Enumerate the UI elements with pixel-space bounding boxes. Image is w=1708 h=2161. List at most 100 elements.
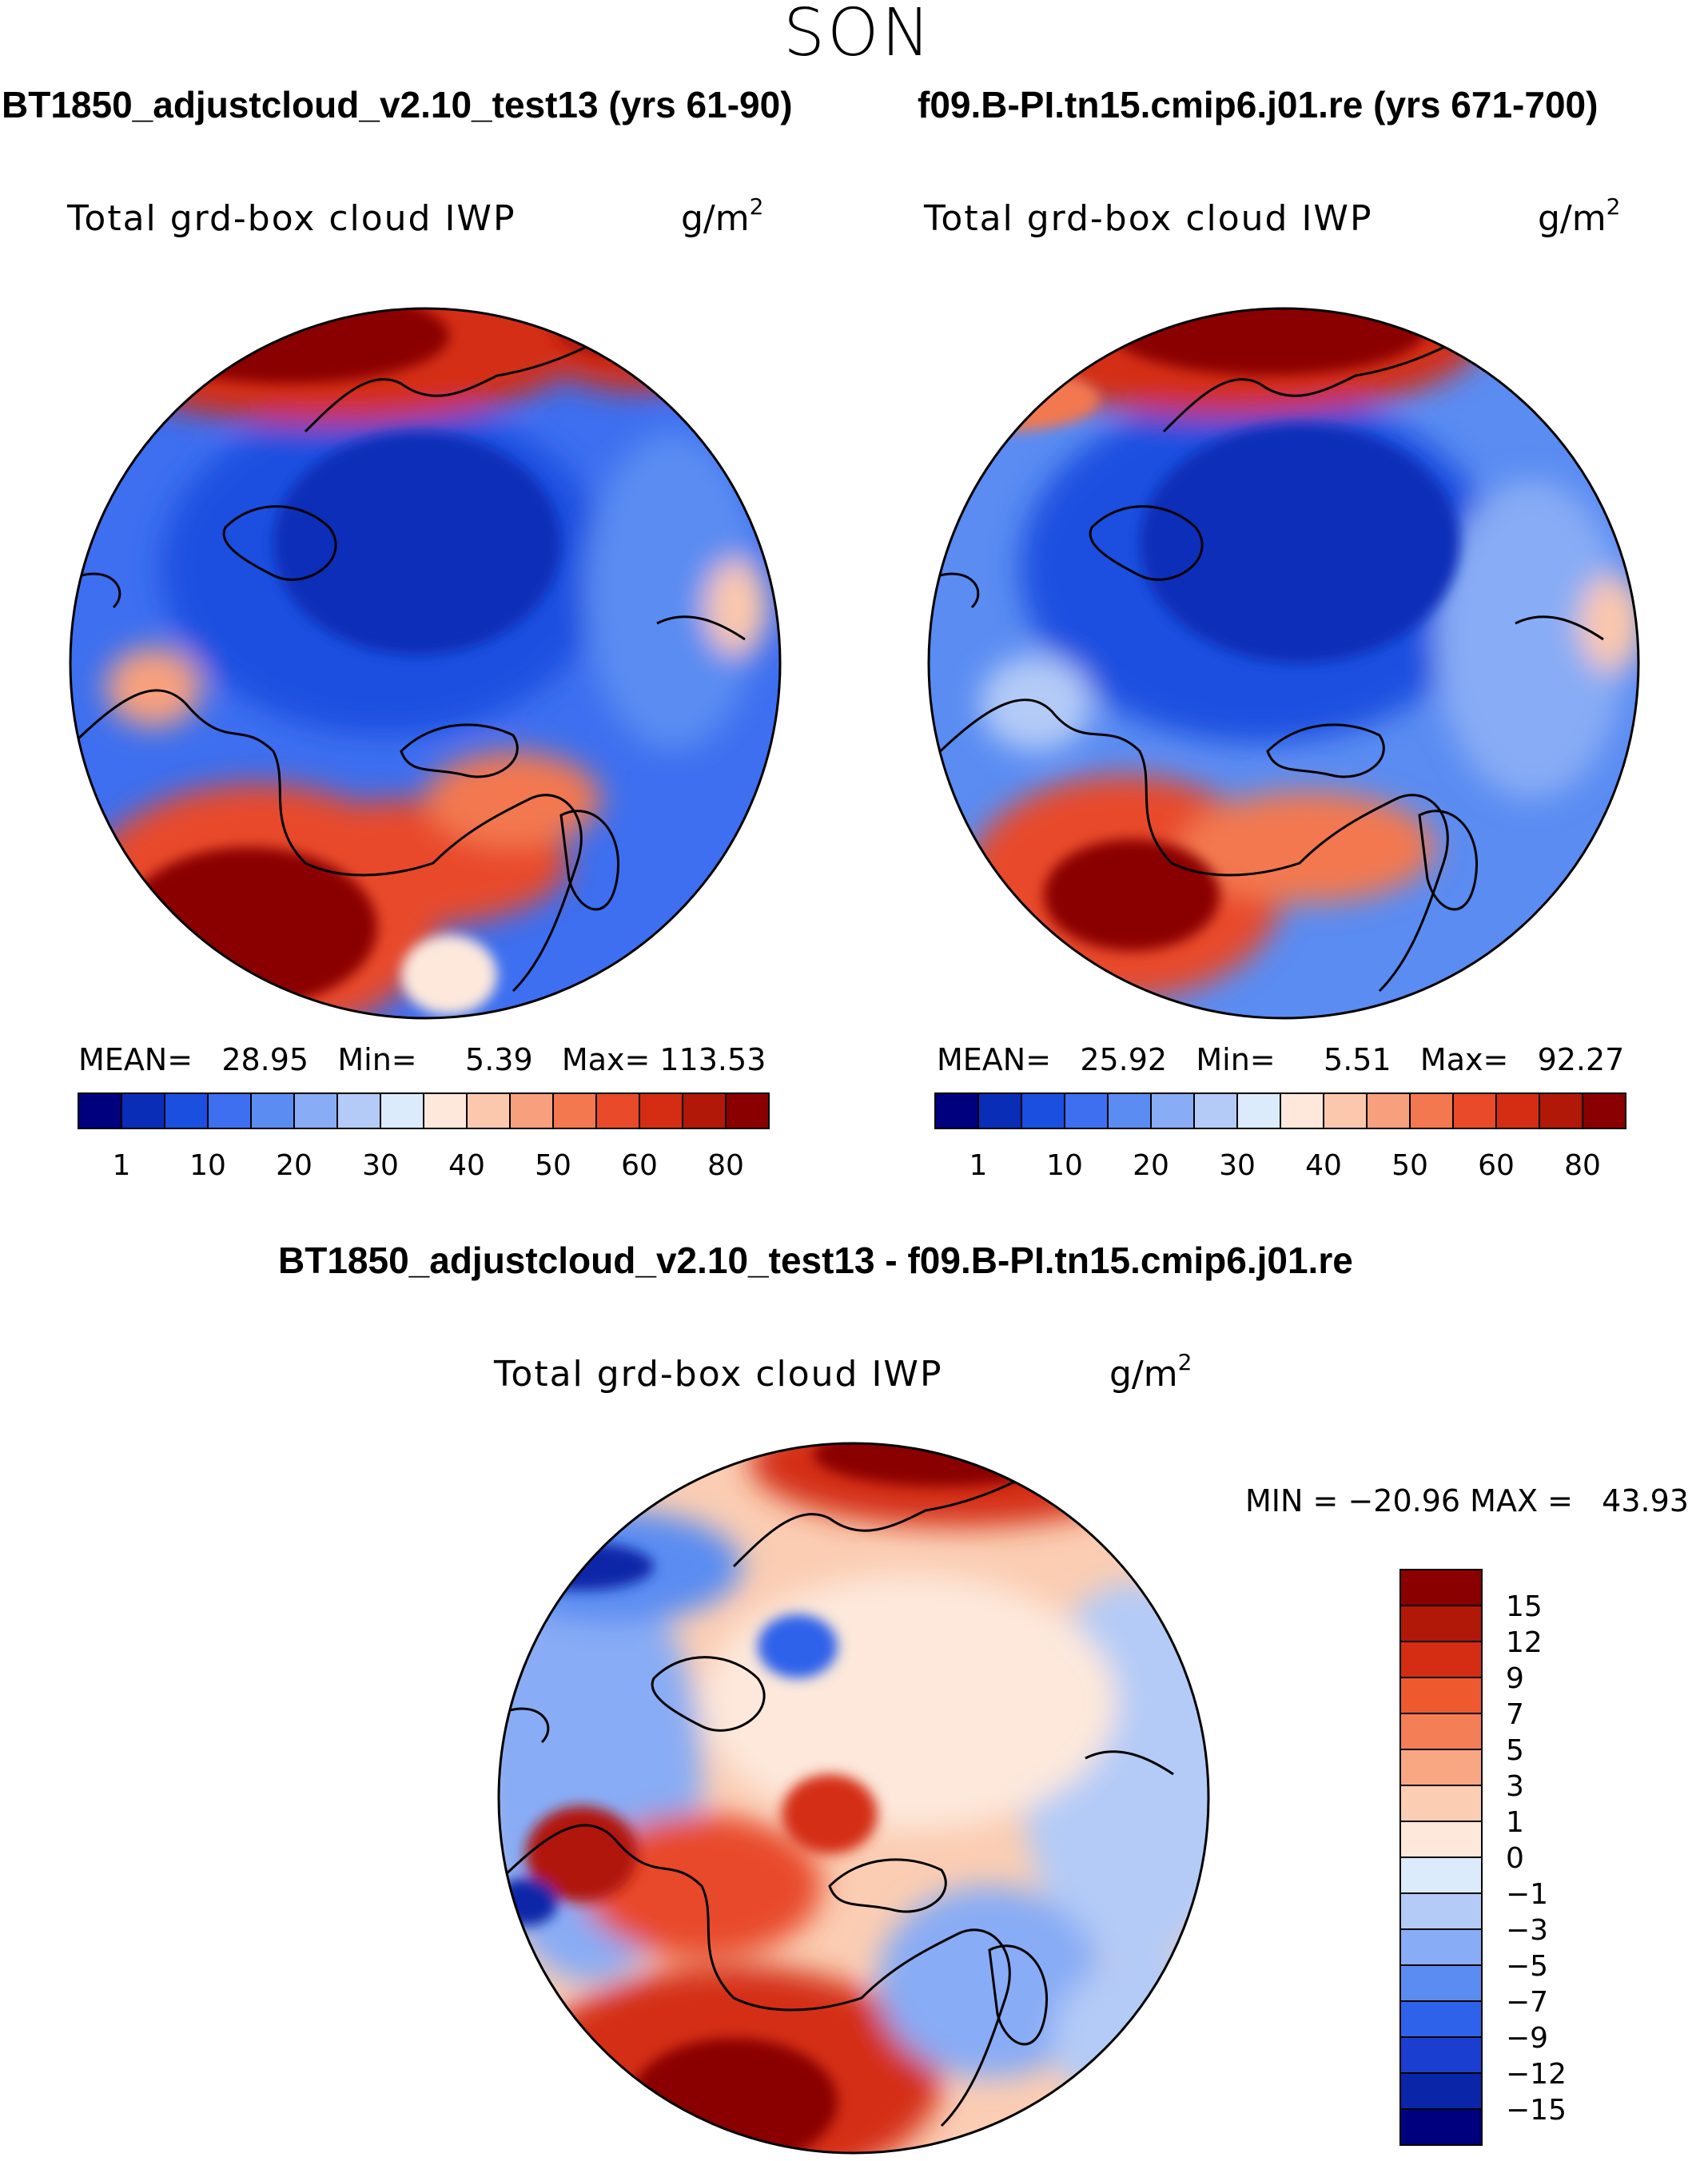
right-min-value: 5.51 — [1324, 1042, 1391, 1077]
diff-colorbar-tick-label: −3 — [1506, 1914, 1548, 1947]
diff-variable-label: Total grd-box cloud IWP — [494, 1354, 943, 1395]
right-colorbar-swatch-4 — [1107, 1092, 1152, 1129]
left-max-value: 113.53 — [659, 1042, 766, 1077]
right-colorbar-swatch-3 — [1064, 1092, 1109, 1129]
right-colorbar-swatch-5 — [1150, 1092, 1195, 1129]
diff-colorbar-swatch-4 — [1399, 1713, 1483, 1750]
right-colorbar-swatch-9 — [1323, 1092, 1368, 1129]
left-colorbar-swatch-12 — [595, 1092, 640, 1129]
left-colorbar-tick-label: 20 — [276, 1149, 313, 1182]
diff-stats: MIN = −20.96 MAX = 43.93 — [1245, 1483, 1689, 1518]
diff-colorbar-tick-label: 3 — [1506, 1770, 1524, 1803]
right-colorbar-tick-label: 40 — [1305, 1149, 1342, 1182]
diff-colorbar-swatch-1 — [1399, 1605, 1483, 1642]
season-title: SON — [783, 0, 933, 71]
diff-colorbar-swatch-14 — [1399, 2072, 1483, 2110]
left-polar-map — [69, 307, 782, 1020]
diff-colorbar-tick-label: −12 — [1506, 2058, 1567, 2091]
left-colorbar-tick-label: 1 — [113, 1149, 131, 1182]
right-units-label: g/m2 — [1538, 193, 1621, 239]
right-colorbar-swatch-12 — [1452, 1092, 1497, 1129]
right-colorbar-swatch-14 — [1539, 1092, 1583, 1129]
diff-colorbar-tick-label: 7 — [1506, 1698, 1524, 1731]
diff-colorbar-tick-label: 1 — [1506, 1806, 1524, 1839]
diff-colorbar-tick-label: −1 — [1506, 1878, 1548, 1911]
right-colorbar-swatch-0 — [934, 1092, 979, 1129]
diff-panel-title: BT1850_adjustcloud_v2.10_test13 - f09.B-… — [278, 1240, 1353, 1281]
left-colorbar-swatch-4 — [250, 1092, 295, 1129]
left-min-value: 5.39 — [465, 1042, 533, 1077]
right-mean-value: 25.92 — [1080, 1042, 1168, 1077]
left-colorbar-swatch-11 — [552, 1092, 597, 1129]
right-colorbar-tick-label: 60 — [1478, 1149, 1515, 1182]
right-stats: MEAN= 25.92 Min= 5.51 Max= 92.27 — [937, 1042, 1625, 1077]
left-colorbar-swatch-14 — [682, 1092, 727, 1129]
diff-colorbar-tick-label: −9 — [1506, 2022, 1548, 2055]
diff-colorbar-swatch-0 — [1399, 1569, 1483, 1606]
diff-colorbar-swatch-12 — [1399, 2000, 1483, 2038]
left-colorbar-tick-label: 80 — [707, 1149, 744, 1182]
right-colorbar-swatch-1 — [977, 1092, 1022, 1129]
right-colorbar-swatch-10 — [1366, 1092, 1411, 1129]
left-colorbar-tick-label: 10 — [189, 1149, 226, 1182]
left-stats: MEAN= 28.95 Min= 5.39 Max= 113.53 — [78, 1042, 766, 1077]
diff-max-value: 43.93 — [1602, 1483, 1689, 1518]
left-colorbar-swatch-10 — [509, 1092, 554, 1129]
left-colorbar-tick-label: 30 — [362, 1149, 399, 1182]
diff-colorbar-swatch-2 — [1399, 1641, 1483, 1678]
right-colorbar: 1 10 20 30 40 50 60 80 — [934, 1092, 1626, 1182]
diff-colorbar-tick-label: 15 — [1506, 1590, 1543, 1623]
diff-colorbar-swatch-15 — [1399, 2108, 1483, 2146]
right-panel-title: f09.B-PI.tn15.cmip6.j01.re (yrs 671-700) — [918, 84, 1599, 125]
left-colorbar-swatch-7 — [380, 1092, 424, 1129]
left-colorbar-tick-label: 50 — [535, 1149, 571, 1182]
right-colorbar-swatch-13 — [1495, 1092, 1540, 1129]
left-colorbar: 1 10 20 30 40 50 60 80 — [78, 1092, 770, 1182]
left-variable-label: Total grd-box cloud IWP — [67, 198, 516, 239]
diff-colorbar-swatch-9 — [1399, 1892, 1483, 1930]
right-colorbar-tick-label: 80 — [1564, 1149, 1601, 1182]
left-colorbar-swatch-0 — [78, 1092, 122, 1129]
right-colorbar-swatch-6 — [1193, 1092, 1238, 1129]
diff-colorbar-tick-label: −15 — [1506, 2094, 1567, 2127]
left-colorbar-swatch-1 — [121, 1092, 165, 1129]
diff-colorbar-swatch-6 — [1399, 1785, 1483, 1822]
diff-units-label: g/m2 — [1109, 1349, 1192, 1395]
diff-colorbar-tick-label: −7 — [1506, 1986, 1548, 2019]
diff-colorbar-tick-label: 9 — [1506, 1662, 1524, 1695]
right-colorbar-swatch-7 — [1236, 1092, 1281, 1129]
right-colorbar-swatch-11 — [1409, 1092, 1454, 1129]
diff-colorbar-swatch-11 — [1399, 1964, 1483, 2002]
left-colorbar-swatch-5 — [293, 1092, 338, 1129]
left-colorbar-swatch-15 — [725, 1092, 770, 1129]
left-colorbar-tick-label: 60 — [621, 1149, 658, 1182]
left-colorbar-swatch-9 — [466, 1092, 511, 1129]
left-panel-title: BT1850_adjustcloud_v2.10_test13 (yrs 61-… — [2, 84, 793, 125]
right-colorbar-tick-label: 50 — [1391, 1149, 1428, 1182]
right-colorbar-tick-label: 10 — [1046, 1149, 1083, 1182]
left-colorbar-swatch-6 — [336, 1092, 381, 1129]
left-mean-value: 28.95 — [221, 1042, 309, 1077]
left-colorbar-swatch-3 — [207, 1092, 252, 1129]
left-colorbar-swatch-13 — [639, 1092, 683, 1129]
diff-colorbar-swatch-7 — [1399, 1821, 1483, 1858]
diff-colorbar-tick-label: 5 — [1506, 1734, 1524, 1767]
right-colorbar-tick-label: 1 — [969, 1149, 988, 1182]
left-units-label: g/m2 — [681, 193, 764, 239]
diff-colorbar-swatch-13 — [1399, 2036, 1483, 2074]
right-max-value: 92.27 — [1537, 1042, 1625, 1077]
right-colorbar-tick-label: 30 — [1219, 1149, 1256, 1182]
diff-colorbar-swatch-3 — [1399, 1677, 1483, 1714]
diff-colorbar-swatch-8 — [1399, 1857, 1483, 1894]
diff-colorbar-swatch-10 — [1399, 1928, 1483, 1966]
left-colorbar-swatch-2 — [164, 1092, 209, 1129]
diff-polar-map — [497, 1442, 1210, 2155]
diff-colorbar-swatch-5 — [1399, 1749, 1483, 1786]
right-colorbar-swatch-15 — [1582, 1092, 1626, 1129]
diff-colorbar-tick-label: 0 — [1506, 1842, 1524, 1875]
right-colorbar-tick-label: 20 — [1133, 1149, 1169, 1182]
diff-min-value: −20.96 — [1348, 1483, 1461, 1518]
left-colorbar-swatch-8 — [423, 1092, 468, 1129]
right-variable-label: Total grd-box cloud IWP — [924, 198, 1373, 239]
